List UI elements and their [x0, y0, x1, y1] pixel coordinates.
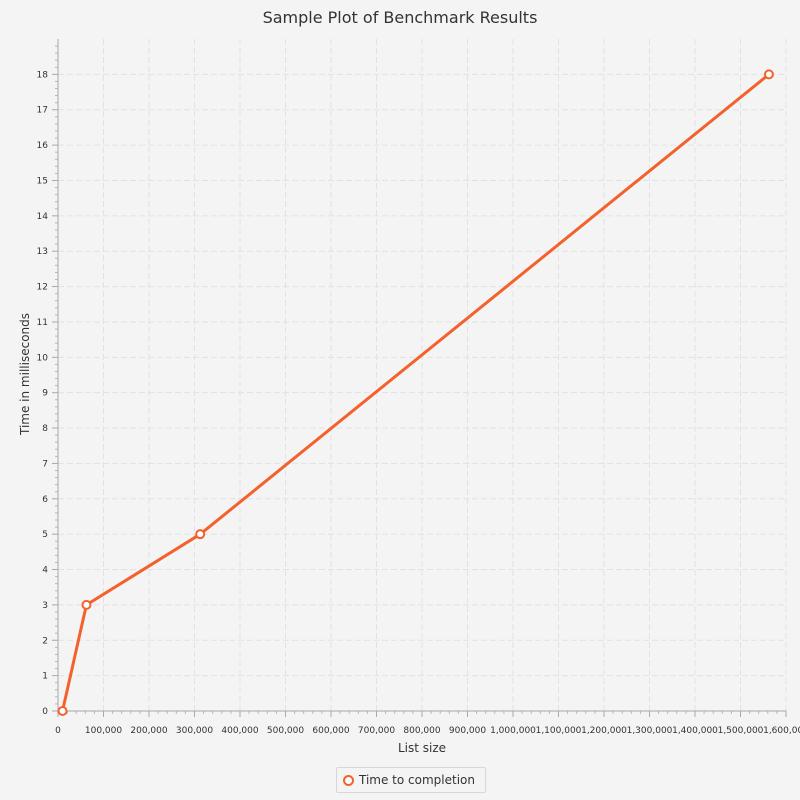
x-tick-label: 300,000 — [176, 726, 213, 736]
data-point — [57, 706, 68, 716]
x-tick-label: 500,000 — [267, 726, 304, 736]
y-tick-label: 3 — [42, 601, 48, 611]
x-tick-label: 1,400,000 — [672, 726, 718, 736]
y-tick-label: 14 — [37, 212, 49, 222]
y-tick-label: 13 — [37, 247, 48, 257]
y-tick-label: 4 — [42, 566, 48, 576]
data-point — [81, 599, 92, 610]
x-tick-label: 1,600,000 — [763, 726, 800, 736]
y-tick-label: 6 — [42, 495, 48, 505]
x-tick-label: 800,000 — [403, 726, 440, 736]
y-tick-label: 2 — [42, 636, 48, 646]
x-tick-label: 1,300,000 — [627, 726, 673, 736]
grid — [58, 39, 787, 711]
legend: Time to completion — [336, 767, 486, 793]
legend-series-label: Time to completion — [359, 773, 475, 787]
y-tick-label: 1 — [42, 672, 48, 682]
y-tick-label: 15 — [37, 176, 48, 186]
chart-title: Sample Plot of Benchmark Results — [263, 8, 538, 27]
y-tick-label: 0 — [42, 707, 48, 717]
y-tick-label: 9 — [42, 389, 48, 399]
x-tick-label: 1,100,000 — [536, 726, 582, 736]
y-tick-label: 17 — [37, 106, 48, 116]
x-axis-label: List size — [398, 741, 446, 755]
series-line — [61, 73, 770, 712]
y-tick-label: 16 — [37, 141, 49, 151]
x-tick-label: 400,000 — [221, 726, 258, 736]
y-tick-label: 12 — [37, 283, 48, 293]
y-tick-label: 18 — [37, 70, 49, 80]
axes: 0 100,000 200,000 300,000 400,000 500,000 600,… — [37, 39, 800, 736]
x-tick-label: 0 — [55, 726, 61, 736]
x-tick-label: 1,200,000 — [581, 726, 627, 736]
x-tick-label: 1,500,000 — [718, 726, 764, 736]
data-point — [195, 529, 206, 540]
x-tick-label: 600,000 — [312, 726, 349, 736]
x-tick-label: 900,000 — [449, 726, 486, 736]
legend-series-marker — [343, 774, 354, 786]
series-layer — [57, 69, 774, 716]
y-tick-label: 5 — [42, 530, 48, 540]
y-tick-label: 10 — [37, 353, 49, 363]
x-tick-label: 100,000 — [85, 726, 122, 736]
y-tick-label: 8 — [42, 424, 48, 434]
data-point — [763, 69, 774, 80]
x-tick-label: 1,000,000 — [490, 726, 536, 736]
y-axis-label: Time in milliseconds — [18, 313, 32, 436]
x-tick-label: 700,000 — [358, 726, 395, 736]
y-tick-label: 7 — [42, 459, 48, 469]
x-tick-label: 200,000 — [130, 726, 167, 736]
y-tick-label: 11 — [37, 318, 48, 328]
